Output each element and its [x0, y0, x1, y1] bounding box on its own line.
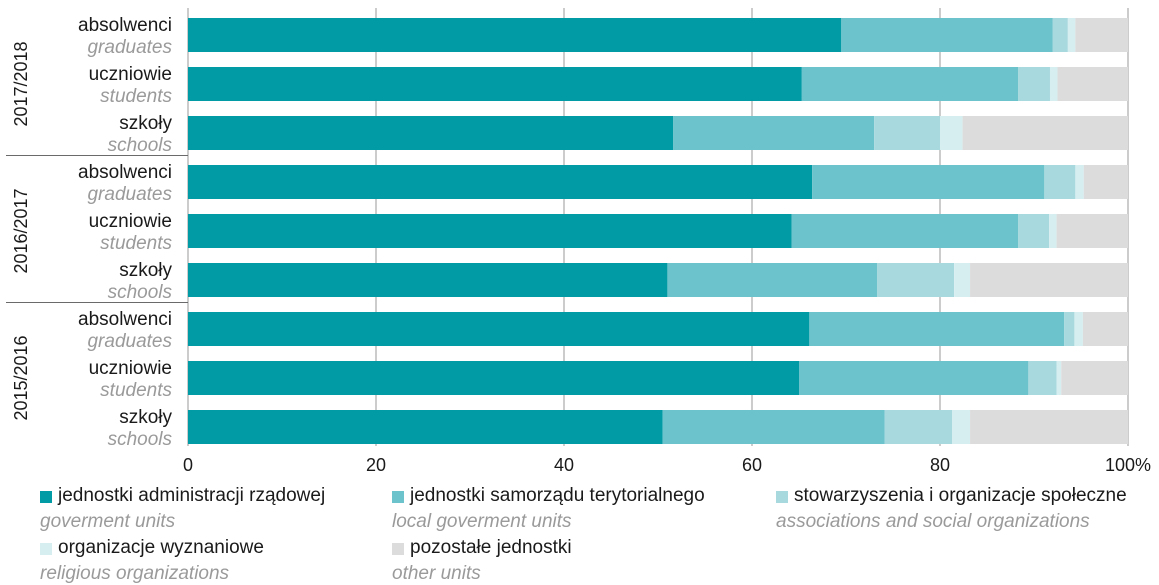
bar-segment: [940, 116, 963, 150]
bar-segment: [812, 165, 1045, 199]
category-label-en: schools: [108, 282, 173, 303]
bar-segment: [188, 18, 842, 52]
legend-swatch-religious: [40, 543, 52, 555]
stacked-bar-chart: 2017/2018absolwencigraduatesuczniowiestu…: [6, 8, 1151, 475]
bar-segment: [1018, 214, 1050, 248]
legend-swatch-government: [40, 491, 52, 503]
bar-segment: [1075, 18, 1128, 52]
category-label-en: schools: [108, 429, 173, 450]
category-label-pl: uczniowie: [89, 64, 172, 85]
legend-label-en: local goverment units: [392, 511, 572, 532]
x-tick-label: 100%: [1105, 455, 1151, 475]
category-label-en: students: [100, 233, 172, 254]
bar-segment: [188, 361, 799, 395]
category-label-pl: szkoły: [119, 260, 172, 281]
bar-segment: [1057, 67, 1128, 101]
category-labels: 2017/2018absolwencigraduatesuczniowiestu…: [11, 15, 173, 450]
bar-segment: [874, 116, 940, 150]
bar-segment: [1028, 361, 1057, 395]
x-tick-label: 40: [554, 455, 574, 475]
bar-segment: [1018, 67, 1050, 101]
category-label-pl: szkoły: [119, 407, 172, 428]
x-tick-label: 60: [742, 455, 762, 475]
legend-label-pl: jednostki administracji rządowej: [58, 485, 326, 506]
legend-label-en: other units: [392, 563, 481, 584]
bar-segment: [954, 263, 971, 297]
bar-segment: [1061, 361, 1128, 395]
year-label: 2016/2017: [11, 188, 31, 273]
category-label-en: graduates: [87, 184, 172, 205]
legend-label-pl: pozostałe jednostki: [410, 537, 572, 558]
bar-segment: [188, 312, 810, 346]
bar-segment: [877, 263, 955, 297]
bar-segment: [970, 263, 1128, 297]
category-label-pl: absolwenci: [78, 15, 172, 36]
year-label: 2015/2016: [11, 335, 31, 420]
category-label-en: students: [100, 86, 172, 107]
year-label: 2017/2018: [11, 41, 31, 126]
bar-segment: [1056, 361, 1062, 395]
bar-segment: [1074, 312, 1083, 346]
category-label-en: graduates: [87, 37, 172, 58]
bar-segment: [1067, 18, 1076, 52]
bar-segment: [1056, 214, 1128, 248]
legend-label-pl: stowarzyszenia i organizacje społeczne: [794, 485, 1127, 506]
legend-swatch-local-government: [392, 491, 404, 503]
bar-segment: [662, 410, 885, 444]
category-label-pl: absolwenci: [78, 162, 172, 183]
x-tick-label: 20: [366, 455, 386, 475]
bar-segment: [188, 410, 663, 444]
category-label-pl: szkoły: [119, 113, 172, 134]
legend-swatch-associations: [776, 491, 788, 503]
legend-swatch-other: [392, 543, 404, 555]
category-label-en: graduates: [87, 331, 172, 352]
legend-label-pl: organizacje wyznaniowe: [58, 537, 264, 558]
bar-segment: [188, 67, 802, 101]
legend-label-en: goverment units: [40, 511, 176, 532]
bar-segment: [809, 312, 1065, 346]
bar-segment: [1044, 165, 1076, 199]
bar-segment: [841, 18, 1053, 52]
bar-segment: [188, 263, 668, 297]
bar-segment: [1075, 165, 1084, 199]
bar-segment: [673, 116, 875, 150]
bar-segment: [667, 263, 878, 297]
bar-segment: [952, 410, 971, 444]
bar-segment: [188, 165, 813, 199]
category-label-pl: uczniowie: [89, 211, 172, 232]
category-label-pl: absolwenci: [78, 309, 172, 330]
x-tick-label: 0: [183, 455, 193, 475]
bars: [188, 18, 1128, 444]
bar-segment: [1083, 165, 1128, 199]
bar-segment: [799, 361, 1029, 395]
x-axis-ticks: 0 20 40 60 80 100%: [183, 455, 1151, 475]
bar-segment: [1082, 312, 1128, 346]
bar-segment: [188, 214, 792, 248]
category-label-en: schools: [108, 135, 173, 156]
bar-segment: [884, 410, 953, 444]
category-label-pl: uczniowie: [89, 358, 172, 379]
bar-segment: [1052, 18, 1068, 52]
bar-segment: [962, 116, 1128, 150]
legend-label-en: religious organizations: [40, 563, 230, 584]
bar-segment: [970, 410, 1128, 444]
bar-segment: [188, 116, 674, 150]
legend-label-en: associations and social organizations: [776, 511, 1090, 532]
bar-segment: [1064, 312, 1075, 346]
category-label-en: students: [100, 380, 172, 401]
bar-segment: [791, 214, 1019, 248]
bar-segment: [801, 67, 1019, 101]
bar-segment: [1049, 214, 1057, 248]
x-tick-label: 80: [930, 455, 950, 475]
bar-segment: [1049, 67, 1058, 101]
legend-label-pl: jednostki samorządu terytorialnego: [410, 485, 705, 506]
